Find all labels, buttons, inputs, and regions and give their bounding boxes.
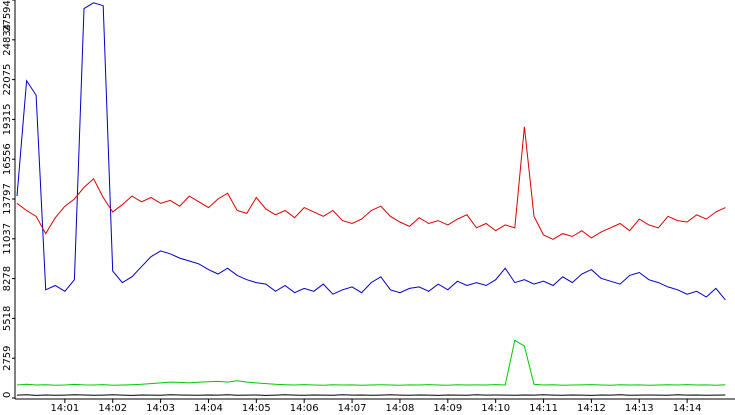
x-tick-label: 14:10 <box>481 403 510 414</box>
y-tick-label: 5518 <box>2 306 13 331</box>
series-line <box>16 394 726 396</box>
x-tick-label: 14:05 <box>242 403 271 414</box>
x-tick-label: 14:06 <box>290 403 319 414</box>
x-tick-label: 14:08 <box>386 403 415 414</box>
y-tick-label: 19315 <box>2 104 13 136</box>
y-tick-label: 22075 <box>2 64 13 96</box>
y-tick-label: 13797 <box>2 183 13 215</box>
x-tick-label: 14:02 <box>98 403 127 414</box>
y-tick-label: 0 <box>2 392 13 398</box>
x-tick-label: 14:14 <box>673 403 702 414</box>
x-tick-label: 14:03 <box>146 403 175 414</box>
series-line <box>16 2 726 301</box>
x-tick-label: 14:04 <box>194 403 223 414</box>
y-tick-label: 16556 <box>2 143 13 175</box>
x-tick-label: 14:09 <box>433 403 462 414</box>
x-tick-label: 14:01 <box>50 403 79 414</box>
x-tick-label: 14:11 <box>529 403 558 414</box>
y-tick-label: 27594 <box>2 0 13 32</box>
x-tick-label: 14:07 <box>338 403 367 414</box>
y-tick-label: 8278 <box>2 266 13 291</box>
y-tick-label: 2759 <box>2 345 13 370</box>
y-tick-label: 24834 <box>2 24 13 56</box>
series-line <box>16 126 726 240</box>
y-tick-label: 11037 <box>2 223 13 255</box>
x-tick-label: 14:12 <box>577 403 606 414</box>
series-line <box>16 339 726 386</box>
x-tick-label: 14:13 <box>625 403 654 414</box>
